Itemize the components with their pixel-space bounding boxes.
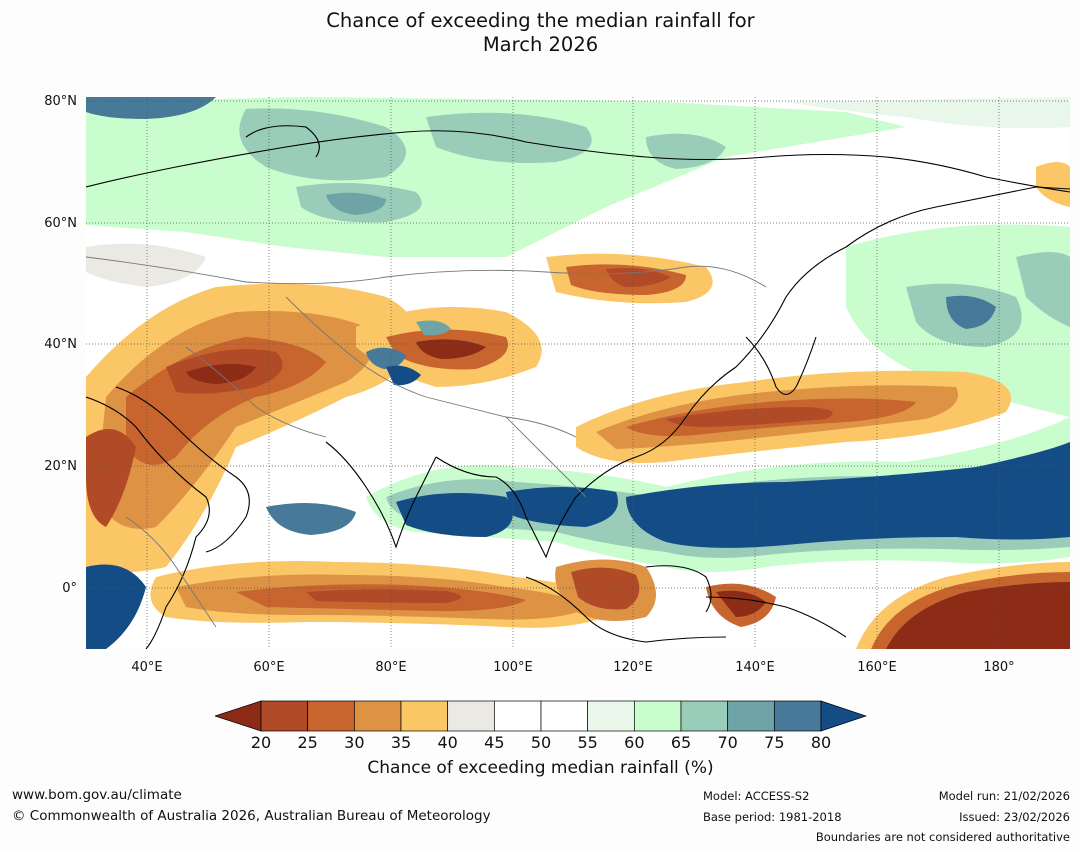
lat-label-40n: 40°N — [44, 337, 77, 352]
field-wetter-central-asia — [366, 320, 451, 386]
lat-label-20n: 20°N — [44, 459, 77, 474]
colorbar-tick-label: 60 — [624, 733, 645, 752]
title-line-2: March 2026 — [482, 33, 599, 56]
lon-label-180: 180° — [983, 660, 1015, 675]
colorbar-bin — [307, 700, 355, 732]
colorbar-tick-label: 70 — [717, 733, 738, 752]
colorbar-tick-label: 75 — [764, 733, 785, 752]
colorbar-tick-label: 40 — [437, 733, 458, 752]
colorbar-tick-label: 80 — [810, 733, 832, 752]
field-drier-middle-east — [86, 283, 418, 572]
colorbar-bin — [727, 700, 775, 732]
field-drier-east-china — [576, 370, 1011, 463]
field-wetter-pacific-north — [846, 162, 1070, 417]
colorbar-bin — [540, 700, 589, 732]
colorbar — [215, 700, 867, 732]
field-wetter-north — [86, 97, 1070, 287]
model-name: Model: ACCESS-S2 — [703, 789, 810, 803]
colorbar-bin — [260, 700, 309, 732]
title-line-1: Chance of exceeding the median rainfall … — [326, 9, 755, 32]
colorbar-bin — [353, 700, 402, 732]
model-run-date: Model run: 21/02/2026 — [938, 789, 1070, 803]
lat-label-0: 0° — [62, 581, 77, 596]
lon-label-60e: 60°E — [253, 660, 285, 675]
colorbar-bin — [633, 700, 682, 732]
lon-label-40e: 40°E — [131, 660, 163, 675]
colorbar-tick-label: 25 — [297, 733, 318, 752]
lon-label-120e: 120°E — [613, 660, 653, 675]
colorbar-bin — [447, 700, 495, 732]
colorbar-tick-label: 65 — [670, 733, 692, 752]
colorbar-tick-label: 30 — [344, 733, 365, 752]
colorbar-tick-label: 45 — [484, 733, 505, 752]
issued-date: Issued: 23/02/2026 — [959, 810, 1070, 824]
copyright-text: © Commonwealth of Australia 2026, Austra… — [12, 808, 491, 824]
lon-label-100e: 100°E — [493, 660, 533, 675]
graticule — [86, 97, 1070, 649]
colorbar-tick-label: 55 — [577, 733, 598, 752]
colorbar-arrow-low — [215, 700, 262, 732]
website-link[interactable]: www.bom.gov.au/climate — [12, 787, 182, 803]
boundaries-disclaimer: Boundaries are not considered authoritat… — [815, 830, 1070, 844]
lat-label-80n: 80°N — [44, 94, 77, 109]
coastlines — [86, 125, 1070, 649]
field-drier-maritime — [555, 559, 776, 627]
lon-label-80e: 80°E — [375, 660, 407, 675]
country-borders — [86, 256, 767, 628]
lon-label-140e: 140°E — [735, 660, 775, 675]
colorbar-arrow-high — [820, 700, 867, 732]
colorbar-label: Chance of exceeding median rainfall (%) — [367, 758, 714, 778]
rainfall-map — [86, 97, 1070, 649]
colorbar-tick-label: 20 — [250, 733, 272, 752]
field-drier-pacific-south — [856, 562, 1070, 649]
colorbar-tick-label: 35 — [390, 733, 412, 752]
colorbar-bin — [680, 700, 729, 732]
base-period: Base period: 1981-2018 — [703, 810, 842, 824]
lon-label-160e: 160°E — [857, 660, 897, 675]
colorbar-tick-label: 50 — [530, 733, 552, 752]
colorbar-bin — [587, 700, 635, 732]
colorbar-bin — [773, 700, 822, 732]
map-title: Chance of exceeding the median rainfall … — [0, 9, 1081, 57]
lat-label-60n: 60°N — [44, 216, 77, 231]
colorbar-bin — [400, 700, 449, 732]
colorbar-bin — [493, 700, 542, 732]
